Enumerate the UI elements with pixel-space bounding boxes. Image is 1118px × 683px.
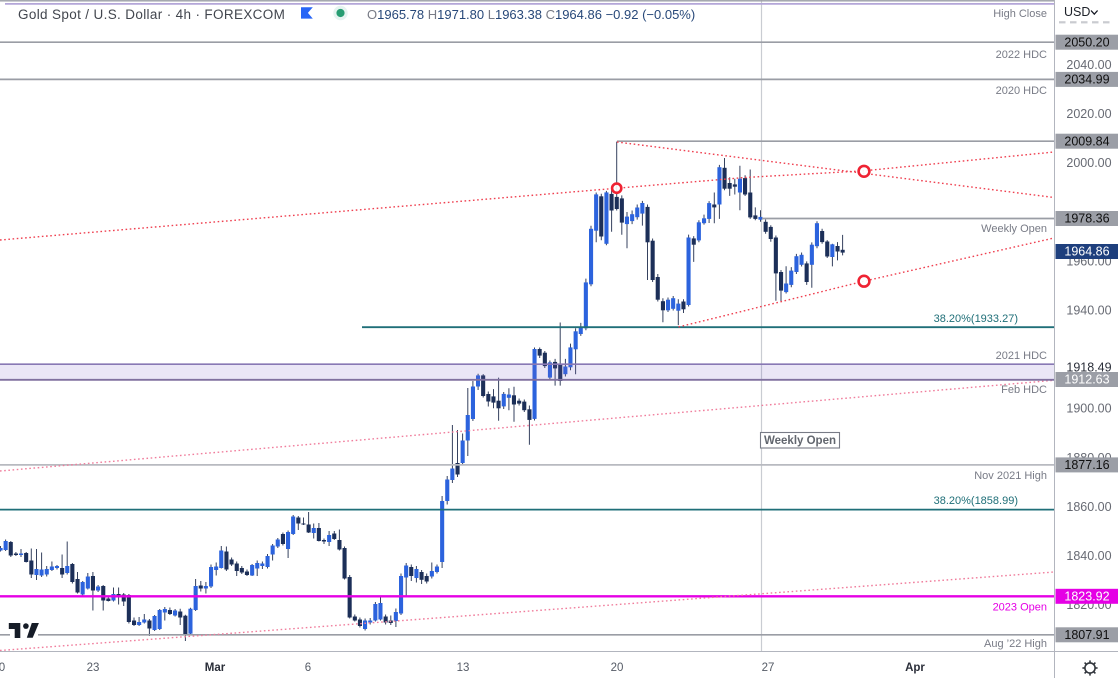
svg-text:1900.00: 1900.00 — [1066, 402, 1111, 416]
svg-text:1940.00: 1940.00 — [1066, 304, 1111, 318]
svg-text:2023 Open: 2023 Open — [993, 602, 1047, 614]
svg-text:O1965.78 H1971.80 L1963.38 C19: O1965.78 H1971.80 L1963.38 C1964.86 −0.9… — [367, 7, 695, 22]
svg-text:USD: USD — [1064, 5, 1090, 19]
svg-text:2022 HDC: 2022 HDC — [996, 49, 1047, 61]
svg-text:2034.99: 2034.99 — [1064, 73, 1109, 87]
svg-text:13: 13 — [457, 662, 470, 674]
svg-text:38.20%(1933.27): 38.20%(1933.27) — [934, 313, 1018, 325]
svg-text:6: 6 — [305, 662, 311, 674]
svg-text:1912.63: 1912.63 — [1064, 373, 1109, 387]
svg-text:Mar: Mar — [205, 662, 226, 674]
svg-text:2040.00: 2040.00 — [1066, 58, 1111, 72]
svg-text:Nov 2021 High: Nov 2021 High — [974, 470, 1047, 482]
svg-text:2020 HDC: 2020 HDC — [996, 85, 1047, 97]
svg-text:20: 20 — [611, 662, 624, 674]
svg-text:1840.00: 1840.00 — [1066, 549, 1111, 563]
svg-text:1860.00: 1860.00 — [1066, 500, 1111, 514]
svg-text:27: 27 — [762, 662, 775, 674]
svg-text:2000.00: 2000.00 — [1066, 156, 1111, 170]
svg-text:23: 23 — [87, 662, 100, 674]
svg-text:2020.00: 2020.00 — [1066, 107, 1111, 121]
svg-text:Weekly Open: Weekly Open — [764, 435, 836, 447]
svg-text:2021 HDC: 2021 HDC — [996, 350, 1047, 362]
svg-text:1823.92: 1823.92 — [1064, 590, 1109, 604]
svg-text:2009.84: 2009.84 — [1064, 134, 1109, 148]
svg-text:1978.36: 1978.36 — [1064, 212, 1109, 226]
svg-text:Aug ’22 High: Aug ’22 High — [984, 638, 1047, 650]
svg-text:38.20%(1858.99): 38.20%(1858.99) — [934, 495, 1018, 507]
svg-text:Apr: Apr — [905, 662, 925, 674]
svg-text:0: 0 — [0, 662, 5, 674]
svg-text:1964.86: 1964.86 — [1064, 245, 1109, 259]
svg-text:1877.16: 1877.16 — [1064, 458, 1109, 472]
svg-text:Weekly Open: Weekly Open — [981, 223, 1047, 235]
svg-text:1807.91: 1807.91 — [1064, 628, 1109, 642]
svg-text:Feb HDC: Feb HDC — [1001, 384, 1047, 396]
svg-text:2050.20: 2050.20 — [1064, 35, 1109, 49]
svg-text:Gold Spot / U.S. Dollar · 4h ·: Gold Spot / U.S. Dollar · 4h · FOREXCOM — [18, 7, 285, 22]
svg-text:High Close: High Close — [993, 8, 1047, 20]
